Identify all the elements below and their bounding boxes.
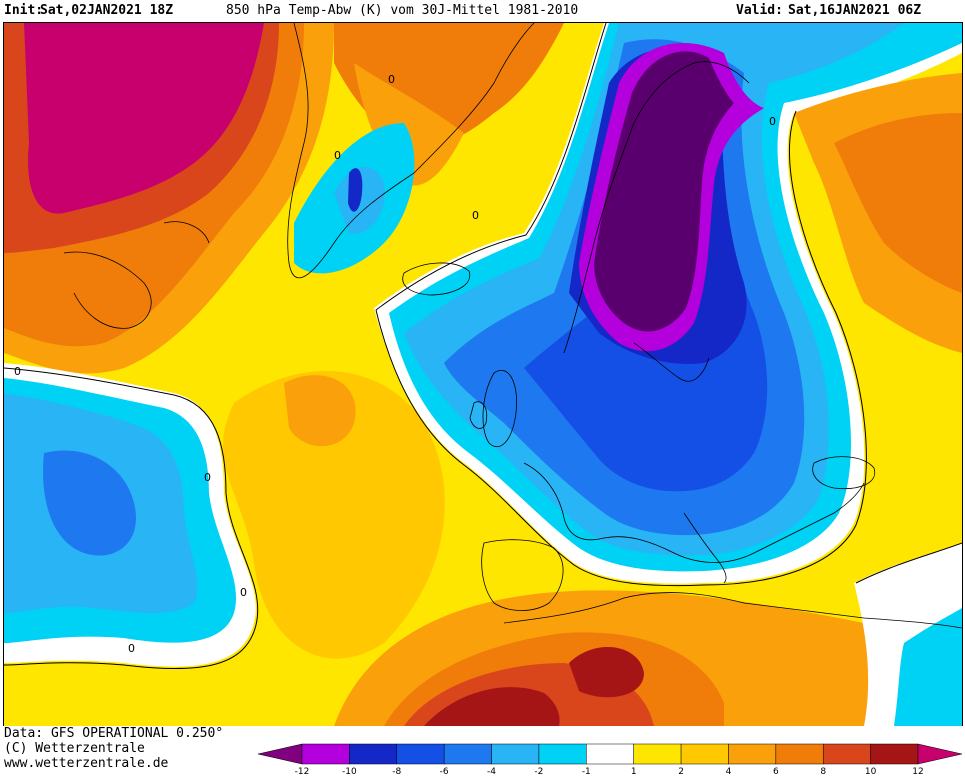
contour-label: 0	[128, 642, 135, 655]
legend-tick-label: 8	[820, 767, 826, 777]
contour-label: 0	[240, 586, 247, 599]
sahara-hot-spot	[424, 687, 560, 726]
legend-swatch	[917, 743, 963, 765]
coast-canada-islands	[63, 221, 210, 329]
zero-contour-east	[855, 542, 962, 584]
legend-tick-label: -10	[342, 767, 357, 777]
coast-north-africa	[503, 592, 962, 629]
legend-tick-label: 2	[678, 767, 684, 777]
russia-deep-warm	[834, 113, 962, 293]
legend-tick-label: 4	[726, 767, 732, 777]
coast-italy	[683, 512, 727, 584]
legend-swatch	[586, 743, 634, 765]
contour-label: 0	[388, 73, 395, 86]
middle-east-cyan	[894, 608, 962, 726]
contour-label: 0	[204, 471, 211, 484]
copyright-text: (C) Wetterzentrale	[4, 741, 145, 756]
valid-label: Valid:	[736, 3, 783, 18]
init-datetime: Sat,02JAN2021 18Z	[40, 3, 174, 18]
zero-contour-atlantic	[4, 367, 259, 670]
website-link[interactable]: www.wetterzentrale.de	[4, 756, 169, 771]
coast-iceland	[402, 262, 471, 296]
legend-swatch	[538, 743, 587, 765]
init-label: Init:	[4, 3, 44, 18]
greenland-east-light-orange	[354, 63, 464, 186]
contour-label: 0	[472, 209, 479, 222]
data-source-text: Data: GFS OPERATIONAL 0.250°	[4, 726, 224, 741]
coast-greenland	[287, 23, 535, 278]
color-legend: -12 -10 -8 -6 -4 -2 -1 1 2 4 6 8 10 12	[257, 742, 963, 782]
atlantic-orange-blob	[284, 375, 356, 447]
legend-swatch	[301, 743, 350, 765]
atlantic-amber-area	[223, 370, 445, 659]
scandinavia-extreme-cold	[594, 51, 734, 332]
coast-baltic	[633, 342, 710, 382]
legend-swatch	[443, 743, 492, 765]
coast-norway	[563, 61, 750, 354]
contour-label: 0	[14, 365, 21, 378]
legend-swatch	[633, 743, 682, 765]
zero-contour-europe	[375, 23, 867, 587]
legend-tick-label: 12	[912, 767, 923, 777]
iceland-deep-cold	[348, 168, 363, 212]
legend-tick-label: -8	[392, 767, 401, 777]
coast-western-europe	[523, 462, 865, 563]
legend-bar: -12 -10 -8 -6 -4 -2 -1 1 2 4 6 8 10 12	[257, 743, 963, 777]
coast-black-sea	[812, 456, 876, 490]
legend-tick-label: -4	[487, 767, 496, 777]
legend-tick-label: 1	[631, 767, 637, 777]
greenland-strong-warm	[24, 23, 264, 214]
coastlines	[63, 23, 962, 629]
legend-swatch	[775, 743, 824, 765]
footer-bar: Data: GFS OPERATIONAL 0.250° (C) Wetterz…	[0, 726, 965, 781]
legend-tick-label: -6	[440, 767, 449, 777]
credit-block: Data: GFS OPERATIONAL 0.250° (C) Wetterz…	[4, 726, 223, 771]
header-bar: Init: Sat,02JAN2021 18Z 850 hPa Temp-Abw…	[0, 0, 965, 22]
legend-tick-label: -1	[582, 767, 591, 777]
legend-swatch	[349, 743, 398, 765]
legend-swatch	[822, 743, 871, 765]
legend-swatch	[728, 743, 777, 765]
legend-tick-label: 10	[865, 767, 877, 777]
legend-swatch	[680, 743, 729, 765]
contour-label: 0	[334, 149, 341, 162]
legend-swatch	[396, 743, 445, 765]
legend-swatch	[257, 743, 303, 765]
legend-swatch	[870, 743, 919, 765]
product-title: 850 hPa Temp-Abw (K) vom 30J-Mittel 1981…	[226, 3, 579, 18]
coast-iberia	[481, 539, 564, 611]
legend-tick-label: 6	[773, 767, 779, 777]
coast-uk	[469, 370, 517, 448]
legend-swatch	[491, 743, 540, 765]
contour-label: 0	[769, 115, 776, 128]
anomaly-map: 0 0 0 0 0 0 0 0	[3, 22, 963, 727]
legend-tick-label: -12	[295, 767, 310, 777]
libya-hot-spot	[569, 646, 644, 698]
valid-datetime: Sat,16JAN2021 06Z	[788, 3, 922, 18]
west-atlantic-core	[43, 450, 136, 556]
legend-tick-label: -2	[534, 767, 543, 777]
map-canvas: 0 0 0 0 0 0 0 0	[4, 23, 962, 726]
